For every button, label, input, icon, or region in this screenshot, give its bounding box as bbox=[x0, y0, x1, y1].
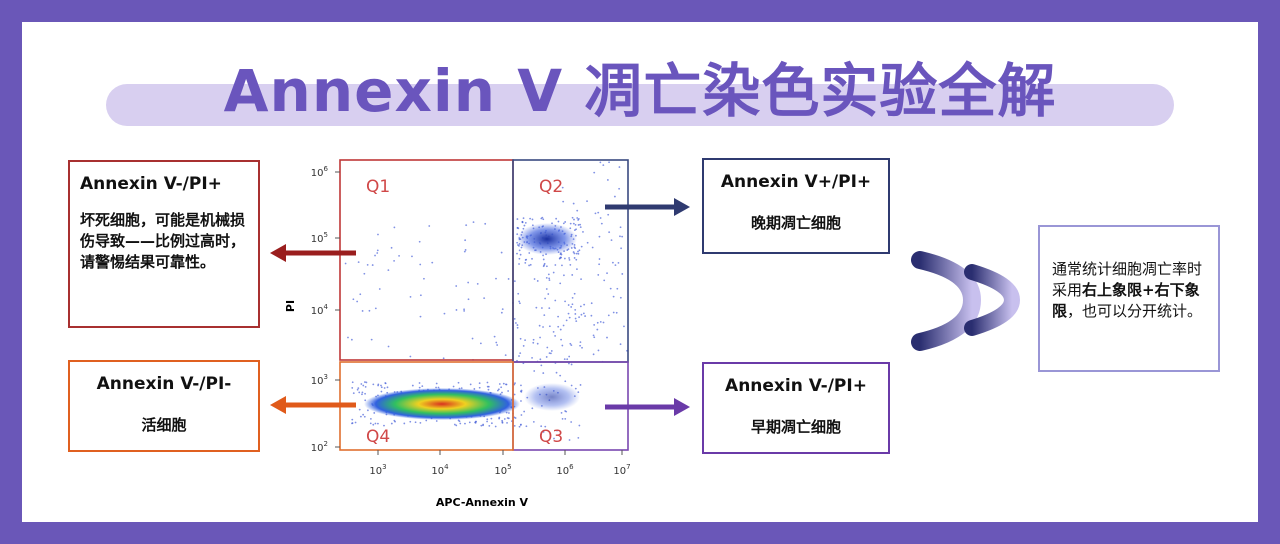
box-label: Annexin V-/PI+ bbox=[80, 174, 222, 194]
tick-label: 107 bbox=[613, 463, 630, 477]
x-axis-label: APC-Annexin V bbox=[436, 496, 529, 509]
tick-base: 10 bbox=[311, 443, 324, 454]
tick-exponent: 5 bbox=[324, 231, 328, 239]
box-label: Annexin V+/PI+ bbox=[720, 172, 872, 192]
tick-exponent: 3 bbox=[324, 373, 328, 381]
quadrant-q2 bbox=[512, 159, 629, 363]
quadrant-label: Q2 bbox=[539, 177, 563, 197]
density-cluster bbox=[364, 388, 520, 420]
tick-label: 105 bbox=[494, 463, 511, 477]
note: 通常统计细胞凋亡率时采用右上象限+右下象限，也可以分开统计。 bbox=[1038, 225, 1220, 372]
tick-label: 106 bbox=[311, 165, 329, 179]
tick-base: 10 bbox=[494, 466, 507, 477]
box-text: 晚期凋亡细胞 bbox=[750, 214, 841, 232]
tick-exponent: 5 bbox=[507, 463, 511, 471]
arrow bbox=[270, 244, 356, 262]
arrow bbox=[605, 398, 690, 416]
tick-label: 106 bbox=[556, 463, 574, 477]
tick-exponent: 4 bbox=[324, 303, 329, 311]
tick-label: 103 bbox=[311, 373, 328, 387]
box-text: 早期凋亡细胞 bbox=[750, 418, 841, 436]
chevron-icon bbox=[911, 251, 1021, 351]
arrow bbox=[270, 396, 356, 414]
tick-base: 10 bbox=[311, 376, 324, 387]
tick-base: 10 bbox=[613, 466, 626, 477]
density-cluster bbox=[524, 383, 580, 411]
note-text: ，也可以分开统计。 bbox=[1067, 302, 1203, 320]
tick-exponent: 7 bbox=[626, 463, 630, 471]
title: Annexin V 凋亡染色实验全解 bbox=[223, 57, 1057, 125]
note-emphasis: 右上象限+右下象限 bbox=[1052, 281, 1200, 320]
title-highlight bbox=[106, 84, 1174, 126]
tick-label: 105 bbox=[311, 231, 328, 245]
quadrant-label: Q3 bbox=[539, 427, 563, 447]
y-axis-label: PI bbox=[284, 300, 297, 312]
box-text: 活细胞 bbox=[141, 416, 187, 434]
box-late-apoptosis: Annexin V+/PI+ 晚期凋亡细胞 bbox=[702, 158, 890, 254]
tick-label: 103 bbox=[369, 463, 386, 477]
box-text: 坏死细胞，可能是机械损伤导致——比例过高时，请警惕结果可靠性。 bbox=[80, 211, 246, 271]
tick-base: 10 bbox=[556, 466, 569, 477]
tick-base: 10 bbox=[311, 234, 324, 245]
quadrant-label: Q4 bbox=[366, 427, 390, 447]
tick-base: 10 bbox=[369, 466, 382, 477]
tick-exponent: 3 bbox=[382, 463, 386, 471]
tick-base: 10 bbox=[431, 466, 444, 477]
box-live: Annexin V-/PI- 活细胞 bbox=[68, 360, 260, 452]
density-cluster bbox=[517, 223, 577, 255]
tick-exponent: 6 bbox=[324, 165, 329, 173]
box-label: Annexin V-/PI+ bbox=[725, 376, 867, 396]
tick-exponent: 2 bbox=[324, 440, 328, 448]
tick-label: 104 bbox=[431, 463, 449, 477]
quadrant-label: Q1 bbox=[366, 177, 390, 197]
tick-label: 102 bbox=[311, 440, 328, 454]
box-early-apoptosis: Annexin V-/PI+ 早期凋亡细胞 bbox=[702, 362, 890, 454]
tick-label: 104 bbox=[311, 303, 329, 317]
tick-exponent: 6 bbox=[569, 463, 574, 471]
box-necrotic: Annexin V-/PI+ 坏死细胞，可能是机械损伤导致——比例过高时，请警惕… bbox=[68, 160, 260, 328]
note-text: 通常统计细胞凋亡率时采用 bbox=[1052, 260, 1203, 299]
panel: Annexin V 凋亡染色实验全解 bbox=[22, 22, 1258, 522]
tick-exponent: 4 bbox=[444, 463, 449, 471]
box-label: Annexin V-/PI- bbox=[96, 374, 232, 394]
tick-base: 10 bbox=[311, 306, 324, 317]
tick-base: 10 bbox=[311, 168, 324, 179]
arrow bbox=[605, 198, 690, 216]
